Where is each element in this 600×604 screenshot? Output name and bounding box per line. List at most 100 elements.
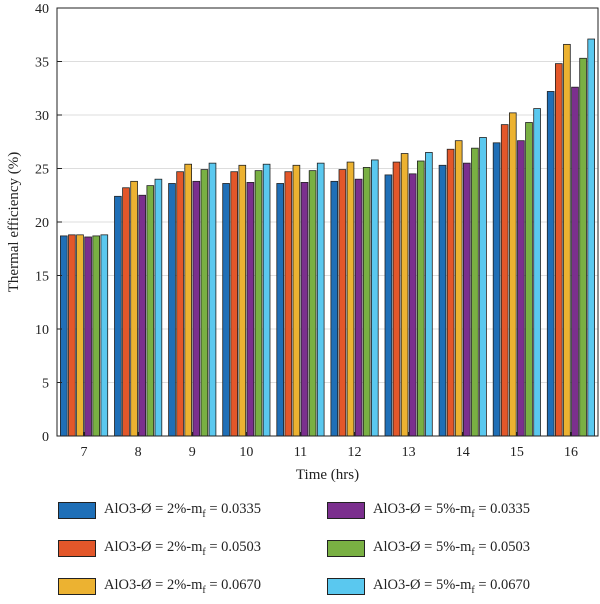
bar-12-series-6 [370, 159, 379, 437]
bar-7-series-3 [76, 234, 84, 437]
bars-group [60, 38, 595, 437]
bar-12-series-3 [346, 161, 355, 437]
bar-16-series-1 [546, 91, 555, 437]
bar-8-series-1 [114, 195, 122, 437]
bar-10-series-3 [238, 164, 247, 437]
bar-16-series-5 [579, 57, 587, 437]
bar-chart: 0 5 10 15 20 25 30 35 40 7 8 9 10 11 12 13 14 15 16 Time … [6, 2, 599, 483]
legend-label: AlO3-Ø = 2%-mf = 0.0335 [104, 500, 262, 520]
bar-15-series-1 [492, 142, 501, 437]
bar-11-series-3 [292, 164, 301, 437]
bar-10-series-2 [230, 171, 239, 437]
bar-13-series-5 [416, 160, 425, 437]
legend-label: AlO3-Ø = 5%-mf = 0.0335 [373, 500, 531, 520]
legend: AlO3-Ø = 2%-mf = 0.0335 AlO3-Ø = 2%-mf =… [0, 488, 600, 598]
bar-14-series-6 [479, 137, 487, 437]
x-tick-label: 16 [564, 445, 578, 460]
y-tick-label: 15 [35, 270, 49, 285]
bar-9-series-5 [200, 169, 209, 437]
bar-9-series-6 [208, 162, 217, 437]
bar-8-series-6 [154, 178, 163, 437]
x-tick-label: 9 [189, 445, 196, 460]
bar-16-series-6 [587, 38, 595, 437]
x-tick-label: 13 [402, 445, 416, 460]
bar-11-series-4 [300, 182, 309, 437]
bar-7-series-5 [92, 235, 101, 437]
bar-16-series-3 [563, 43, 571, 437]
y-tick-label: 25 [35, 163, 49, 178]
bar-11-series-2 [284, 171, 293, 437]
legend-swatch [327, 501, 365, 519]
bar-15-series-3 [508, 112, 517, 437]
bar-14-series-1 [438, 164, 447, 437]
y-tick-label: 35 [35, 56, 49, 71]
bar-10-series-1 [222, 183, 230, 437]
x-tick-label: 11 [294, 445, 307, 460]
legend-swatch [58, 577, 96, 595]
bar-8-series-3 [130, 180, 138, 437]
legend-item-series-6: AlO3-Ø = 5%-mf = 0.0670 [327, 575, 530, 597]
bar-9-series-1 [168, 183, 176, 437]
legend-label: AlO3-Ø = 5%-mf = 0.0503 [373, 538, 531, 558]
bar-10-series-5 [254, 170, 263, 437]
bar-12-series-4 [354, 178, 363, 437]
bar-14-series-2 [446, 148, 455, 437]
legend-label: AlO3-Ø = 5%-mf = 0.0670 [373, 576, 531, 596]
grid-lines [57, 7, 598, 437]
x-tick-label: 7 [81, 445, 88, 460]
bar-7-series-1 [60, 235, 68, 437]
bar-7-series-4 [84, 236, 92, 437]
bar-8-series-2 [122, 187, 130, 437]
bar-16-series-2 [555, 63, 563, 437]
bar-11-series-5 [308, 170, 317, 437]
y-tick-label: 40 [35, 2, 49, 17]
bar-9-series-3 [184, 163, 193, 437]
x-tick-label: 12 [348, 445, 362, 460]
bar-13-series-6 [425, 152, 433, 437]
bar-15-series-6 [533, 108, 541, 437]
legend-item-series-4: AlO3-Ø = 5%-mf = 0.0335 [327, 499, 530, 521]
legend-item-series-2: AlO3-Ø = 2%-mf = 0.0503 [58, 537, 261, 559]
bar-13-series-2 [392, 161, 401, 437]
bar-15-series-4 [517, 140, 525, 437]
y-tick-label: 0 [42, 430, 49, 445]
bar-15-series-5 [525, 122, 533, 437]
legend-item-series-3: AlO3-Ø = 2%-mf = 0.0670 [58, 575, 261, 597]
legend-swatch [58, 539, 96, 557]
legend-swatch [58, 501, 96, 519]
bar-10-series-6 [262, 163, 271, 437]
bar-13-series-1 [384, 174, 393, 437]
bar-8-series-4 [138, 194, 147, 437]
x-tick-label: 14 [456, 445, 470, 460]
x-tick-label: 10 [239, 445, 253, 460]
bar-12-series-1 [330, 180, 339, 437]
bar-7-series-6 [100, 234, 109, 437]
bar-14-series-4 [462, 162, 471, 437]
bar-12-series-5 [362, 167, 371, 437]
bar-14-series-3 [454, 140, 463, 437]
bar-13-series-4 [408, 173, 417, 437]
bar-7-series-2 [68, 234, 76, 437]
y-tick-label: 10 [35, 323, 49, 338]
x-tick-label: 15 [510, 445, 524, 460]
y-tick-label: 20 [35, 216, 49, 231]
bar-9-series-2 [176, 171, 184, 437]
legend-swatch [327, 577, 365, 595]
bar-12-series-2 [338, 169, 347, 437]
legend-label: AlO3-Ø = 2%-mf = 0.0670 [104, 576, 262, 596]
bar-15-series-2 [500, 124, 509, 437]
y-tick-label: 30 [35, 109, 49, 124]
bar-8-series-5 [146, 185, 155, 437]
bar-11-series-6 [316, 162, 325, 437]
bar-10-series-4 [246, 182, 255, 437]
legend-item-series-5: AlO3-Ø = 5%-mf = 0.0503 [327, 537, 530, 559]
bar-16-series-4 [571, 86, 579, 437]
bar-9-series-4 [192, 180, 201, 437]
y-axis-ticks: 0 5 10 15 20 25 30 35 40 [35, 2, 62, 445]
y-axis-title: Thermal efficiency (%) [6, 152, 22, 292]
x-axis-title: Time (hrs) [296, 467, 359, 483]
y-tick-label: 5 [42, 377, 49, 392]
bar-11-series-1 [276, 183, 284, 437]
x-axis-ticks: 7 8 9 10 11 12 13 14 15 16 [81, 432, 578, 460]
legend-item-series-1: AlO3-Ø = 2%-mf = 0.0335 [58, 499, 261, 521]
